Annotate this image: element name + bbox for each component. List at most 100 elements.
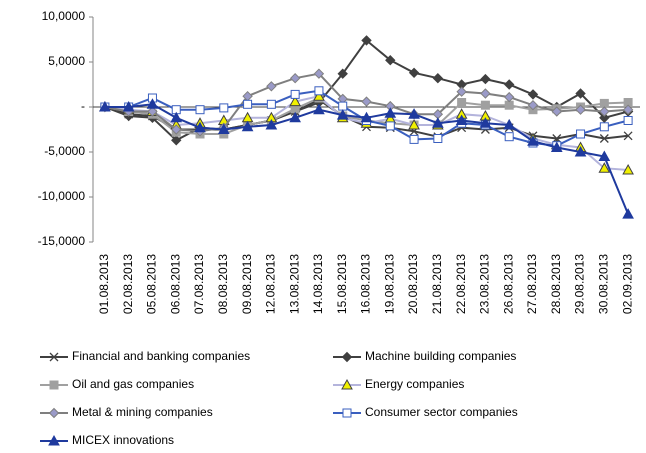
data-point [219, 103, 229, 113]
x-tick-label: 06.08.2013 [168, 254, 182, 314]
data-point [504, 132, 514, 142]
legend-label: Financial and banking companies [72, 349, 250, 363]
legend-label: Metal & mining companies [72, 405, 213, 419]
legend-marker [342, 408, 352, 418]
legend-marker [341, 378, 353, 390]
x-tick-label: 20.08.2013 [406, 254, 420, 314]
x-tick-label: 02.09.2013 [620, 254, 634, 314]
data-point [527, 135, 539, 146]
x-tick-label: 26.08.2013 [501, 254, 515, 314]
data-point [241, 120, 254, 132]
y-tick-label: 10,0000 [42, 9, 86, 23]
data-point [217, 123, 230, 134]
data-point [146, 98, 159, 109]
data-point [455, 114, 468, 125]
x-tick-label: 23.08.2013 [478, 254, 492, 314]
data-point [385, 121, 395, 131]
legend-marker [49, 352, 59, 362]
data-point [289, 72, 301, 84]
data-point [313, 90, 325, 101]
data-point [503, 79, 515, 90]
data-point [599, 134, 609, 143]
data-point [575, 104, 586, 115]
data-point [313, 68, 325, 79]
data-point [289, 95, 302, 107]
data-point [527, 89, 539, 100]
data-point [194, 121, 206, 133]
x-tick-label: 07.08.2013 [192, 254, 206, 314]
data-point [551, 106, 562, 117]
data-point [384, 107, 397, 118]
x-tick-label: 28.08.2013 [549, 254, 563, 314]
data-point [574, 145, 587, 157]
data-point [408, 108, 420, 119]
x-tick-label: 08.08.2013 [216, 254, 230, 314]
data-point [265, 118, 278, 130]
data-point [623, 116, 633, 125]
data-point [504, 100, 514, 110]
data-point [576, 129, 586, 139]
data-point [314, 86, 324, 96]
x-tick-label: 01.08.2013 [97, 254, 111, 314]
data-point [552, 134, 562, 143]
data-point [337, 68, 348, 79]
x-tick-label: 09.08.2013 [240, 254, 254, 314]
data-point [195, 105, 205, 115]
y-tick-label: -5,0000 [44, 144, 85, 158]
data-point [598, 162, 611, 173]
legend-marker [341, 351, 353, 363]
data-point [170, 111, 183, 123]
y-tick-label: -15,0000 [38, 234, 86, 248]
data-point [409, 134, 419, 144]
legend-marker [48, 434, 60, 446]
data-point [313, 103, 325, 115]
data-point [599, 106, 610, 117]
legend-marker [49, 380, 59, 390]
data-point [480, 88, 491, 99]
data-point [385, 54, 396, 66]
data-point [550, 141, 563, 152]
x-tick-label: 22.08.2013 [454, 254, 468, 314]
data-point [479, 117, 492, 128]
x-tick-label: 16.08.2013 [359, 254, 373, 314]
legend-label: Energy companies [365, 377, 464, 391]
legend-label: Consumer sector companies [365, 405, 518, 419]
data-point [289, 111, 302, 123]
data-point [599, 98, 609, 108]
data-point [622, 104, 634, 115]
data-point [457, 98, 467, 107]
data-point [360, 111, 373, 123]
x-tick-label: 30.08.2013 [596, 254, 610, 314]
legend-label: Machine building companies [365, 349, 516, 363]
x-tick-label: 02.08.2013 [121, 254, 135, 314]
x-tick-label: 14.08.2013 [311, 254, 325, 314]
data-point [456, 86, 467, 97]
data-point [361, 96, 372, 107]
data-point [599, 122, 609, 132]
data-point [147, 106, 158, 117]
data-point [503, 118, 516, 130]
series [99, 98, 634, 219]
data-point [171, 124, 182, 135]
x-tick-label: 19.08.2013 [382, 254, 396, 314]
y-tick-label: 5,0000 [48, 54, 85, 68]
data-point [598, 150, 611, 161]
x-tick-label: 05.08.2013 [145, 254, 159, 314]
data-point [122, 100, 135, 112]
x-tick-label: 15.08.2013 [335, 254, 349, 314]
data-point [290, 89, 300, 99]
data-point [408, 67, 420, 79]
data-point [480, 73, 491, 85]
data-point [99, 100, 111, 112]
y-tick-label: -10,0000 [38, 189, 86, 203]
data-point [622, 208, 634, 219]
legend-marker [48, 407, 60, 419]
data-point [622, 163, 634, 175]
series [99, 68, 634, 137]
x-tick-label: 12.08.2013 [264, 254, 278, 314]
data-point [266, 81, 277, 92]
data-point [336, 109, 349, 120]
x-tick-label: 21.08.2013 [430, 254, 444, 314]
data-point [408, 118, 420, 130]
